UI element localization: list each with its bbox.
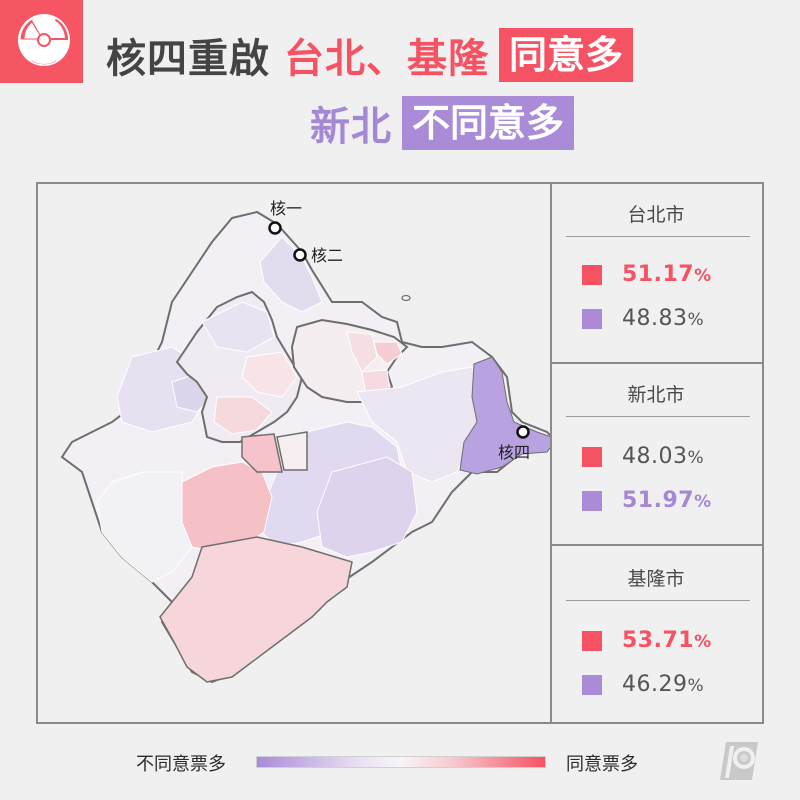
disagree-swatch-icon [582, 490, 602, 511]
plant-marker-2: 核二 [293, 246, 343, 265]
headline-prefix: 核四重啟 [106, 36, 270, 82]
disagree-value: 46.29% [622, 672, 705, 697]
results-panel: 台北市 51.17% 48.83% 新北市 48.03% 51.97% 基隆市 … [36, 182, 764, 724]
result-card-new-taipei: 新北市 48.03% 51.97% [550, 364, 762, 546]
legend-gradient-bar [256, 756, 546, 768]
color-legend: 不同意票多 同意票多 [0, 748, 800, 778]
disagree-row: 48.83% [582, 306, 704, 331]
agree-swatch-icon [582, 630, 602, 651]
city-name: 台北市 [627, 204, 685, 226]
plant-marker-1: 核一 [268, 199, 302, 235]
agree-badge: 同意多 [499, 28, 634, 82]
plant-label-4: 核四 [498, 443, 530, 462]
disagree-swatch-icon [582, 308, 602, 329]
agree-row: 51.17% [582, 262, 712, 287]
result-card-keelung: 基隆市 53.71% 46.29% [550, 546, 762, 722]
plant-marker-icon [293, 248, 307, 262]
disagree-row: 46.29% [582, 672, 704, 697]
city-name: 基隆市 [627, 568, 685, 590]
disagree-swatch-icon [582, 674, 602, 695]
panel-separator [550, 362, 762, 364]
title-rule [566, 600, 750, 601]
disagree-value: 51.97% [622, 488, 712, 513]
agree-value: 53.71% [622, 628, 712, 653]
map-results-frame: 核一 核二 核四 [36, 182, 764, 724]
agree-value: 48.03% [622, 444, 705, 469]
frame-divider [550, 184, 552, 722]
agree-row: 53.71% [582, 628, 712, 653]
panel-separator [550, 544, 762, 546]
headline-row-2: 新北 不同意多 [310, 94, 575, 152]
radiation-icon [18, 14, 70, 66]
p-logo-icon [720, 742, 758, 780]
result-card-taipei: 台北市 51.17% 48.83% [550, 182, 762, 364]
headline-agree-cities: 台北、基隆 [284, 36, 489, 82]
region-gongliao [459, 356, 550, 475]
disagree-row: 51.97% [582, 488, 712, 513]
title-rule [566, 416, 750, 417]
disagree-badge: 不同意多 [402, 96, 575, 150]
radiation-logo [0, 0, 83, 83]
plant-label-1: 核一 [270, 199, 302, 218]
disagree-value: 48.83% [622, 306, 705, 331]
plant-label-2: 核二 [311, 246, 343, 265]
choropleth-map: 核一 核二 核四 [60, 199, 550, 684]
agree-value: 51.17% [622, 262, 712, 287]
agree-swatch-icon [582, 264, 602, 285]
title-rule [566, 236, 750, 237]
headline-row-1: 核四重啟 台北、基隆 同意多 [106, 24, 634, 86]
plant-marker-icon [268, 221, 282, 235]
agree-swatch-icon [582, 446, 602, 467]
agree-row: 48.03% [582, 444, 704, 469]
plant-marker-4: 核四 [498, 425, 530, 462]
headline-disagree-city: 新北 [310, 104, 392, 150]
city-name: 新北市 [627, 384, 685, 406]
legend-agree-label: 同意票多 [566, 754, 638, 775]
legend-disagree-label: 不同意票多 [136, 754, 226, 775]
plant-marker-icon [516, 425, 530, 439]
